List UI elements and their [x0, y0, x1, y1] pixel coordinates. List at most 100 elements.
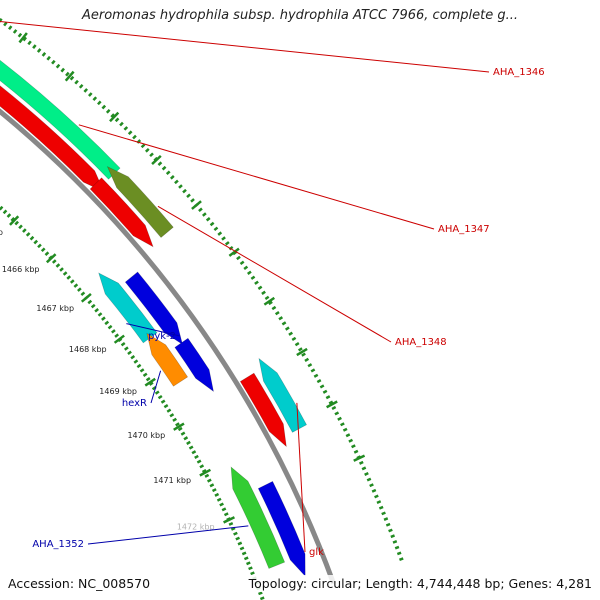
major-tick	[199, 468, 212, 477]
major-tick	[64, 70, 75, 82]
major-tick	[223, 516, 235, 524]
minor-tick	[186, 440, 191, 445]
major-tick	[144, 377, 156, 387]
minor-tick	[25, 232, 31, 237]
gene-pyk-2[interactable]	[98, 272, 158, 344]
gene-label[interactable]: AHA_1352	[32, 539, 84, 550]
minor-tick	[12, 29, 18, 34]
minor-tick	[337, 416, 342, 421]
cds-feature[interactable]	[174, 337, 214, 393]
minor-tick	[0, 205, 4, 211]
major-tick	[18, 32, 28, 44]
gene-label[interactable]: hexR	[122, 398, 147, 409]
minor-tick	[239, 260, 245, 266]
minor-tick	[88, 92, 93, 97]
minor-tick	[383, 517, 389, 521]
gene-label[interactable]: glk	[309, 547, 324, 558]
minor-tick	[374, 494, 379, 499]
minor-tick	[205, 217, 211, 222]
major-tick	[296, 347, 308, 357]
cds-feature[interactable]	[89, 177, 154, 248]
minor-tick	[190, 198, 195, 203]
gene-label[interactable]: AHA_1347	[438, 224, 490, 235]
minor-tick	[111, 329, 116, 334]
minor-tick	[0, 17, 3, 23]
minor-tick	[127, 130, 133, 136]
minor-tick	[328, 400, 334, 405]
minor-tick	[97, 312, 103, 317]
minor-tick	[259, 596, 265, 600]
major-tick	[45, 253, 57, 264]
minor-tick	[174, 179, 179, 185]
gene-label[interactable]: pyk-2	[148, 331, 176, 342]
genome-summary: Topology: circular; Length: 4,744,448 bp…	[246, 575, 594, 592]
minor-tick	[213, 226, 219, 232]
minor-tick	[37, 243, 42, 249]
minor-tick	[123, 126, 129, 131]
minor-tick	[396, 551, 402, 556]
cds-feature[interactable]	[239, 372, 287, 448]
minor-tick	[163, 404, 169, 409]
minor-tick	[148, 381, 154, 386]
gene-glk[interactable]	[258, 357, 307, 433]
minor-tick	[237, 541, 243, 546]
minor-tick	[136, 363, 142, 369]
minor-tick	[294, 342, 300, 347]
minor-tick	[248, 566, 253, 571]
cds-feature[interactable]	[257, 481, 306, 577]
gene-AHA_1347[interactable]	[0, 27, 121, 180]
minor-tick	[73, 283, 79, 288]
minor-tick	[331, 405, 337, 411]
major-tick	[80, 293, 92, 303]
accession-label: Accession: NC_008570	[6, 575, 153, 592]
minor-tick	[209, 221, 215, 227]
minor-tick	[361, 466, 367, 471]
minor-tick	[201, 469, 207, 474]
minor-tick	[188, 445, 194, 450]
minor-tick	[114, 333, 120, 338]
minor-tick	[90, 303, 96, 309]
cds-feature[interactable]	[124, 271, 183, 346]
minor-tick	[228, 521, 234, 526]
minor-tick	[278, 316, 284, 321]
minor-tick	[97, 100, 102, 106]
gene-AHA_1348[interactable]	[106, 165, 174, 238]
minor-tick	[304, 357, 310, 362]
minor-tick	[271, 305, 277, 311]
minor-tick	[127, 350, 132, 356]
minor-tick	[221, 507, 227, 512]
minor-tick	[107, 324, 113, 330]
gene-label[interactable]: AHA_1346	[493, 67, 545, 78]
minor-tick	[27, 40, 32, 46]
minor-tick	[243, 556, 249, 561]
minor-tick	[120, 342, 126, 347]
minor-tick	[22, 36, 27, 42]
minor-tick	[369, 483, 374, 488]
gene-AHA_1352[interactable]	[230, 466, 286, 569]
minor-tick	[230, 526, 236, 531]
outer-tick-track	[0, 205, 265, 600]
gene-label[interactable]: AHA_1348	[395, 337, 447, 348]
major-tick	[113, 334, 125, 344]
minor-tick	[243, 265, 249, 271]
minor-tick	[177, 426, 183, 432]
minor-tick	[322, 389, 328, 394]
minor-tick	[381, 511, 386, 516]
minor-tick	[274, 310, 280, 316]
minor-tick	[268, 300, 273, 306]
minor-tick	[390, 534, 396, 539]
gene-hexR[interactable]	[146, 332, 189, 387]
minor-tick	[55, 263, 61, 268]
minor-tick	[60, 67, 65, 73]
minor-tick	[55, 63, 61, 69]
minor-tick	[334, 411, 340, 416]
minor-tick	[183, 436, 189, 441]
minor-tick	[10, 216, 16, 222]
minor-tick	[51, 59, 56, 65]
minor-tick	[313, 373, 319, 378]
minor-tick	[364, 472, 369, 476]
leader-line	[296, 402, 306, 553]
minor-tick	[165, 170, 171, 176]
